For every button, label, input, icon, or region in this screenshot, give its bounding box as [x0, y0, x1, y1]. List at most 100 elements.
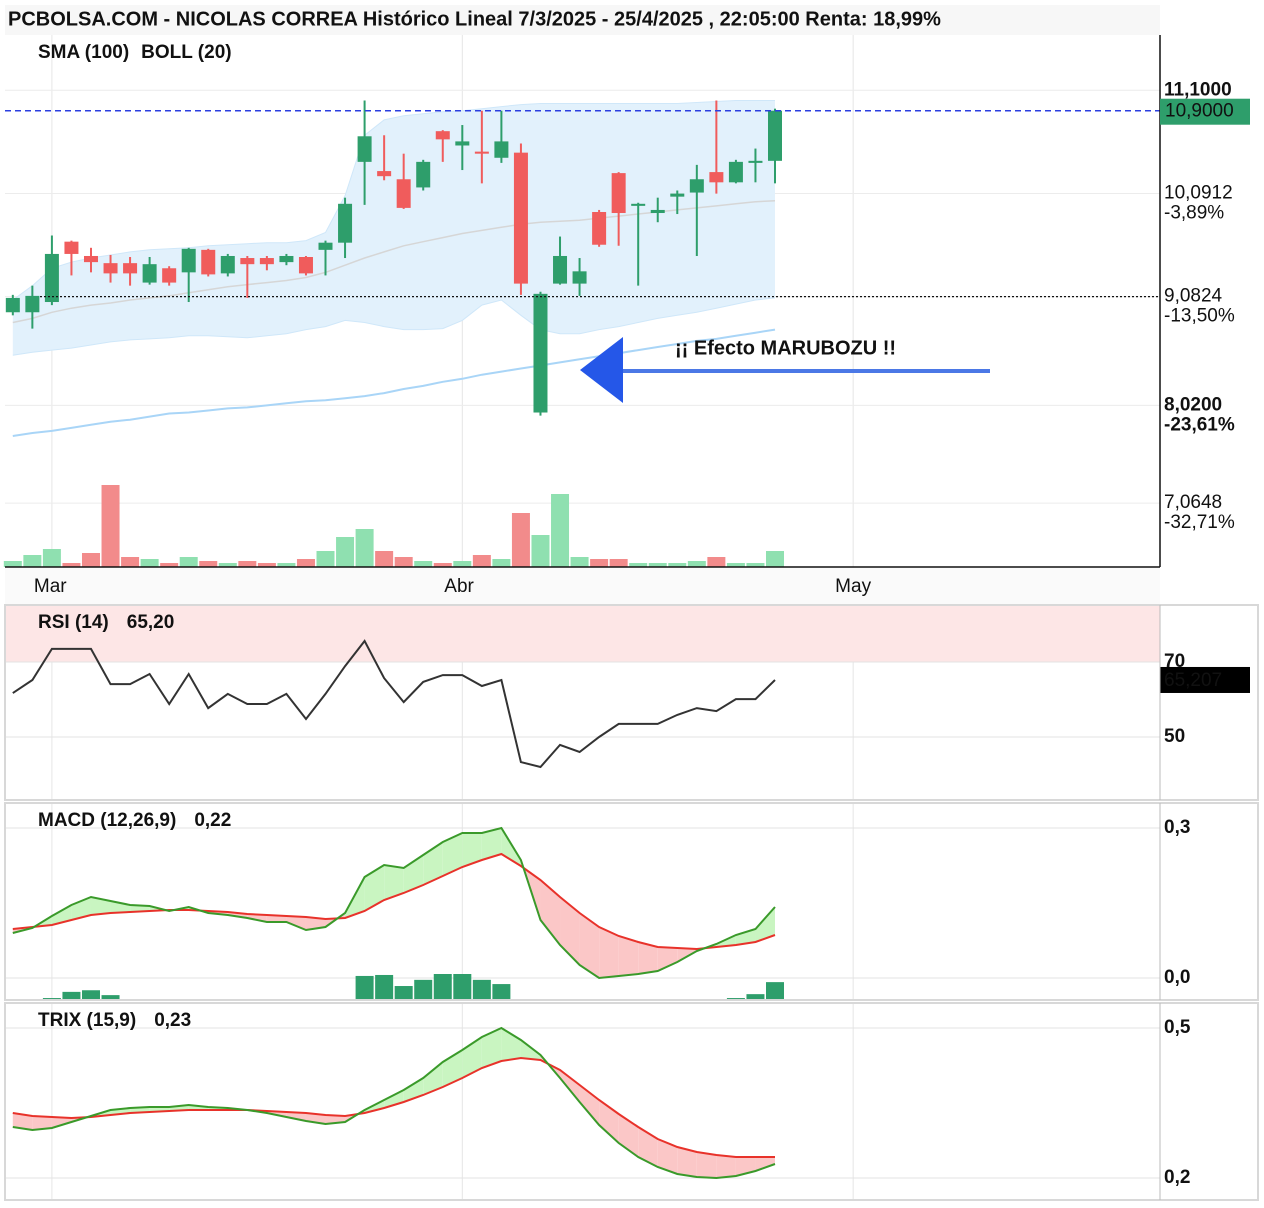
volume-bar	[101, 485, 120, 567]
cross-fill	[638, 942, 658, 974]
candle-body	[318, 242, 333, 250]
y-tick-label: 0,5	[1164, 1017, 1191, 1038]
cross-fill	[364, 865, 385, 911]
volume-bar	[414, 561, 433, 567]
cross-fill	[696, 1152, 717, 1178]
volume-bar	[492, 559, 511, 567]
arrow-head	[580, 337, 623, 403]
cross-fill	[579, 1085, 600, 1125]
signal-line	[12, 1056, 775, 1158]
cross-fill	[560, 1070, 580, 1102]
volume-bar	[551, 494, 570, 567]
overbought-zone	[5, 605, 1160, 662]
candle-body	[689, 179, 704, 193]
candle-body	[83, 255, 98, 263]
volume-bar	[218, 563, 237, 567]
bollinger-middle	[12, 199, 776, 324]
last-price-tag	[1160, 98, 1250, 125]
histogram-bar	[101, 995, 120, 1000]
candle-body	[768, 110, 782, 161]
candle-body	[748, 160, 763, 163]
panel-border	[4, 604, 1259, 801]
cross-fill	[716, 1155, 736, 1178]
value-tag-label: 65,207	[1164, 670, 1222, 691]
y-tick-change: -3,89%	[1164, 202, 1224, 223]
cross-fill	[32, 1116, 52, 1130]
candle-body	[474, 151, 489, 154]
cross-fill	[540, 880, 561, 945]
candle-body	[709, 172, 724, 183]
candle-body	[220, 255, 235, 274]
cross-fill	[403, 855, 424, 893]
candle-body	[201, 249, 216, 275]
histogram-bar	[766, 982, 784, 1000]
y-tick-label: 11,1000	[1164, 79, 1232, 100]
bollinger-band	[12, 100, 775, 356]
y-tick-label: 9,0824	[1164, 286, 1223, 307]
cross-fill	[481, 1028, 502, 1068]
candle-body	[5, 297, 20, 313]
histogram-bar	[453, 974, 472, 1000]
y-tick-label: 50	[1164, 726, 1185, 747]
volume-bar	[179, 557, 198, 567]
bollinger-upper	[12, 100, 775, 301]
candle-body	[611, 173, 626, 214]
candle-body	[650, 209, 665, 214]
bollinger-lower	[12, 297, 776, 356]
histogram-bar	[472, 979, 491, 1000]
candle-body	[553, 255, 568, 284]
volume-bar	[160, 563, 179, 567]
candle-body	[259, 258, 274, 265]
x-label-strip	[5, 568, 1160, 604]
title-bar	[5, 5, 1160, 35]
volume-bar	[766, 551, 784, 567]
cross-fill	[735, 929, 756, 945]
indicator-line	[12, 826, 776, 980]
volume-bar	[23, 555, 42, 567]
volume-bar	[199, 561, 218, 567]
volume-bar	[531, 535, 550, 567]
candle-body	[103, 263, 118, 274]
cross-fill	[755, 1157, 775, 1171]
volume-bar	[375, 551, 394, 567]
cross-fill	[12, 1113, 33, 1130]
sma-line	[12, 328, 776, 437]
indicator-value: 0,23	[154, 1010, 191, 1031]
candle-body	[279, 255, 294, 263]
candle-body	[396, 179, 411, 208]
candle-body	[435, 131, 450, 140]
cross-fill	[442, 833, 463, 876]
y-tick-label: 10,0912	[1164, 182, 1233, 203]
cross-fill	[384, 1090, 404, 1108]
volume-bar	[238, 561, 257, 567]
candle-body	[670, 193, 685, 197]
histogram-bar	[62, 991, 81, 1000]
cross-fill	[286, 916, 306, 930]
indicator-value: 65,20	[127, 612, 175, 633]
volume-bar	[336, 537, 355, 567]
indicator-label: RSI (14)	[38, 612, 109, 633]
indicator-value: 0,22	[194, 810, 231, 831]
volume-bar	[648, 563, 667, 567]
histogram-bar	[81, 990, 100, 1000]
indicator-label: TRIX (15,9)	[38, 1010, 136, 1031]
volume-bar	[121, 557, 140, 567]
volume-bar	[81, 553, 100, 567]
volume-bar	[472, 555, 491, 567]
cross-fill	[755, 907, 775, 942]
volume-bar	[277, 563, 296, 567]
cross-fill	[657, 1139, 678, 1174]
value-tag	[1160, 666, 1250, 693]
candle-body	[513, 152, 528, 284]
cross-fill	[618, 936, 639, 976]
candle-body	[631, 203, 646, 206]
y-tick-label: 8,0200	[1164, 394, 1222, 415]
histogram-bar	[492, 984, 511, 1000]
volume-bar	[511, 513, 530, 567]
panel-border	[4, 802, 1259, 1001]
x-tick-label: Mar	[34, 576, 67, 597]
candle-body	[162, 268, 177, 283]
volume-bar	[355, 529, 374, 567]
cross-fill	[677, 1147, 697, 1177]
